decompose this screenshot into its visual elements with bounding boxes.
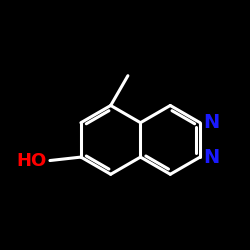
Text: HO: HO xyxy=(17,152,47,170)
Text: N: N xyxy=(203,113,219,132)
Text: N: N xyxy=(203,148,219,167)
